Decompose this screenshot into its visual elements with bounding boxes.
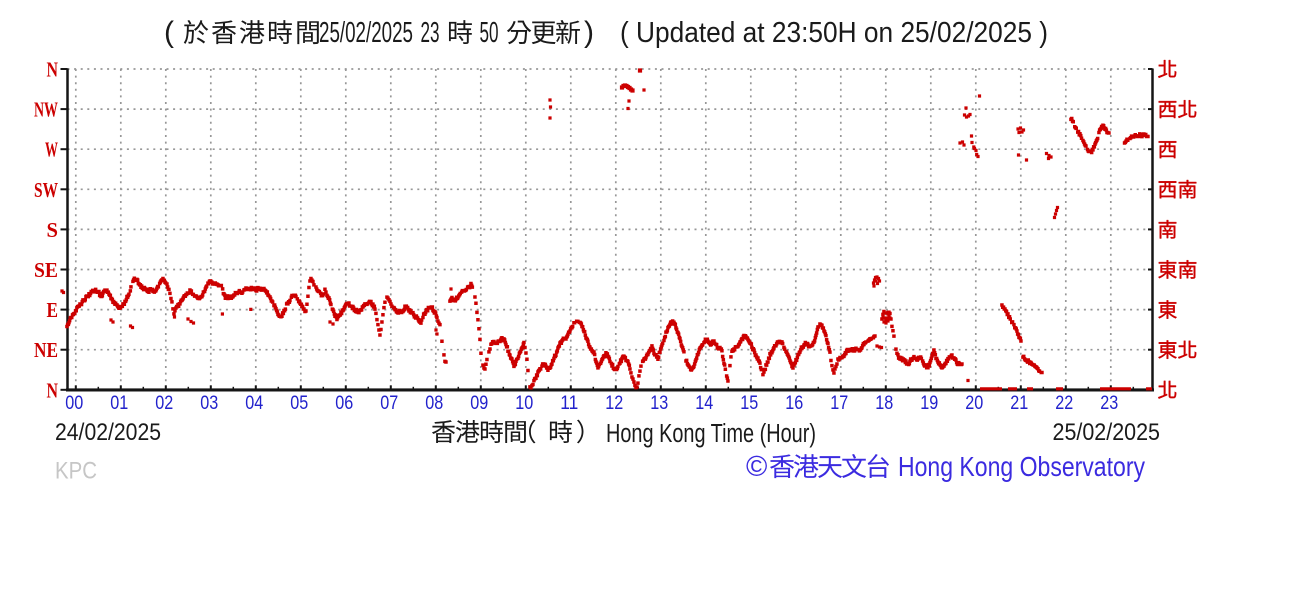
svg-text:15: 15: [740, 393, 758, 414]
svg-text:24/02/2025: 24/02/2025: [55, 419, 161, 446]
svg-text:E: E: [47, 298, 59, 322]
svg-text:19: 19: [920, 393, 938, 414]
svg-text:23: 23: [1100, 393, 1118, 414]
svg-text:S: S: [47, 218, 59, 242]
svg-text:( Updated at 23:50H on 25/02/2: ( Updated at 23:50H on 25/02/2025 ): [620, 17, 1048, 49]
svg-text:): ): [584, 16, 594, 49]
svg-text:(: (: [164, 16, 174, 49]
svg-text:01: 01: [110, 393, 128, 414]
svg-text:W: W: [45, 138, 58, 162]
svg-text:SW: SW: [34, 178, 58, 202]
svg-text:06: 06: [335, 393, 353, 414]
svg-text:NW: NW: [34, 98, 58, 122]
svg-text:09: 09: [470, 393, 488, 414]
svg-text:N: N: [47, 378, 59, 402]
svg-text:N: N: [47, 58, 59, 82]
svg-text:00: 00: [65, 393, 83, 414]
svg-text:10: 10: [515, 393, 533, 414]
svg-text:23: 23: [421, 17, 440, 49]
svg-text:17: 17: [830, 393, 848, 414]
svg-text:08: 08: [425, 393, 443, 414]
svg-text:03: 03: [200, 393, 218, 414]
svg-text:NE: NE: [34, 338, 58, 362]
svg-text:SE: SE: [34, 258, 58, 282]
svg-text:KPC: KPC: [55, 458, 97, 485]
svg-text:18: 18: [875, 393, 893, 414]
svg-text:11: 11: [560, 393, 578, 414]
svg-text:04: 04: [245, 393, 263, 414]
svg-text:20: 20: [965, 393, 983, 414]
svg-text:07: 07: [380, 393, 398, 414]
svg-text:13: 13: [650, 393, 668, 414]
svg-text:Hong Kong Time (Hour): Hong Kong Time (Hour): [606, 420, 816, 448]
svg-text:Hong Kong Observatory: Hong Kong Observatory: [898, 451, 1145, 482]
svg-text:16: 16: [785, 393, 803, 414]
svg-text:12: 12: [605, 393, 623, 414]
svg-text:21: 21: [1010, 393, 1028, 414]
svg-text:22: 22: [1055, 393, 1073, 414]
svg-text:©: ©: [746, 451, 767, 483]
svg-text:25/02/2025: 25/02/2025: [319, 17, 413, 49]
svg-text:02: 02: [155, 393, 173, 414]
svg-text:25/02/2025: 25/02/2025: [1053, 419, 1161, 446]
svg-text:05: 05: [290, 393, 308, 414]
svg-text:14: 14: [695, 393, 713, 414]
svg-text:50: 50: [480, 17, 499, 49]
